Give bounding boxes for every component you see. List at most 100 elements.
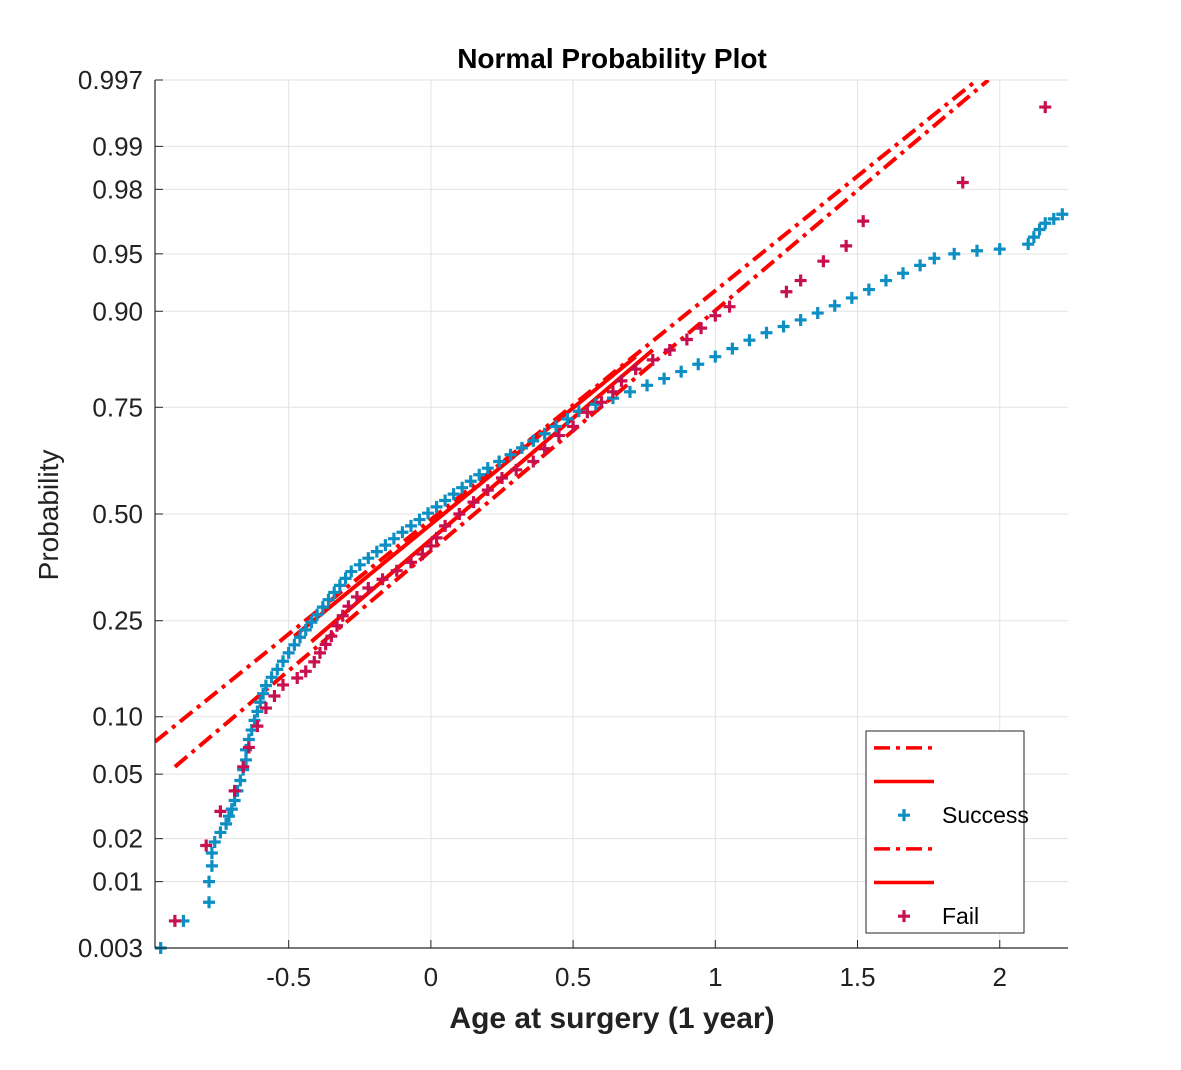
fail-point (495, 472, 508, 485)
success-point (220, 817, 233, 830)
success-point (473, 468, 486, 481)
success-point (1039, 217, 1052, 230)
legend-label: Fail (942, 903, 979, 929)
success-point (265, 671, 278, 684)
success-point (948, 247, 961, 260)
success-point (658, 372, 671, 385)
success-point (276, 655, 289, 668)
y-tick-label: 0.05 (92, 759, 143, 789)
fail-point (362, 581, 375, 594)
success-point (828, 299, 841, 312)
fail-point (723, 300, 736, 313)
fail-point (291, 671, 304, 684)
fail-point (416, 548, 429, 561)
y-tick-label: 0.02 (92, 824, 143, 854)
success-point (726, 342, 739, 355)
fail-point (510, 463, 523, 476)
success-series (154, 208, 1069, 954)
success-point (222, 810, 235, 823)
success-point (214, 826, 227, 839)
fail-point (680, 333, 693, 346)
success-point (234, 774, 247, 787)
success-point (675, 365, 688, 378)
success-point (404, 519, 417, 532)
success-point (515, 441, 528, 454)
success-point (914, 259, 927, 272)
fail-point (709, 309, 722, 322)
y-tick-label: 0.75 (92, 392, 143, 422)
success-point (225, 803, 238, 816)
success-point (794, 313, 807, 326)
success-point (760, 326, 773, 339)
fail-point (817, 255, 830, 268)
fail-point (390, 564, 403, 577)
fail-point (404, 556, 417, 569)
fail-point (481, 484, 494, 497)
success-point (305, 616, 318, 629)
fail-point (467, 496, 480, 509)
success-point (430, 500, 443, 513)
success-point (379, 539, 392, 552)
success-point (345, 565, 358, 578)
fail-point (200, 839, 213, 852)
success-point (493, 455, 506, 468)
axes-layer (154, 79, 1068, 949)
fail-point (538, 442, 551, 455)
fail-point (663, 344, 676, 357)
y-tick-label: 0.95 (92, 239, 143, 269)
y-tick-label: 0.01 (92, 867, 143, 897)
y-tick-label: 0.98 (92, 174, 143, 204)
success-point (709, 350, 722, 363)
success-point (970, 244, 983, 257)
success-point (257, 687, 270, 700)
chart-title: Normal Probability Plot (457, 43, 767, 74)
fail-point (430, 531, 443, 544)
success-point (623, 385, 636, 398)
success-point (481, 462, 494, 475)
success-point (208, 836, 221, 849)
success-point (328, 586, 341, 599)
fail-point (453, 508, 466, 520)
success-point (240, 753, 253, 766)
success-point (254, 696, 267, 709)
y-tick-label: 0.90 (92, 296, 143, 326)
fail-point (237, 760, 250, 773)
y-tick-label: 0.99 (92, 131, 143, 161)
fail-point (1039, 101, 1052, 114)
x-tick-label: 2 (993, 962, 1007, 992)
success-point (322, 593, 335, 606)
success-point (897, 267, 910, 280)
success-point (845, 291, 858, 304)
success-point (339, 572, 352, 585)
success-point (299, 623, 312, 636)
fail-point (331, 619, 344, 632)
legend: Success Fail (865, 730, 1029, 934)
tick-labels-layer: -0.5 0 0.5 1 1.5 2 0.003 0.01 0.02 0.05 0.10 0.25 0.… (78, 65, 1007, 992)
fail-point (646, 353, 659, 366)
fail-point (276, 678, 289, 691)
fail-series (168, 101, 1052, 927)
fail-point (242, 741, 255, 754)
x-tick-label: 1.5 (839, 962, 875, 992)
fail-point (857, 215, 870, 228)
fail-point (794, 274, 807, 287)
success-point (504, 448, 517, 461)
grid-layer (155, 79, 1068, 949)
success-fit-line-solid (293, 355, 637, 638)
fail-fit-line-dashdot (173, 80, 990, 769)
success-point (370, 545, 383, 558)
fail-point (319, 638, 332, 651)
legend-marker-success (898, 809, 910, 822)
success-point (259, 679, 272, 692)
fail-point (527, 455, 540, 468)
fail-point (695, 322, 708, 335)
fail-point (228, 784, 241, 797)
legend-label: Success (942, 802, 1029, 828)
success-point (205, 846, 218, 859)
fail-point (299, 665, 312, 678)
fail-point (350, 590, 363, 603)
success-point (743, 334, 756, 347)
success-point (993, 243, 1006, 256)
